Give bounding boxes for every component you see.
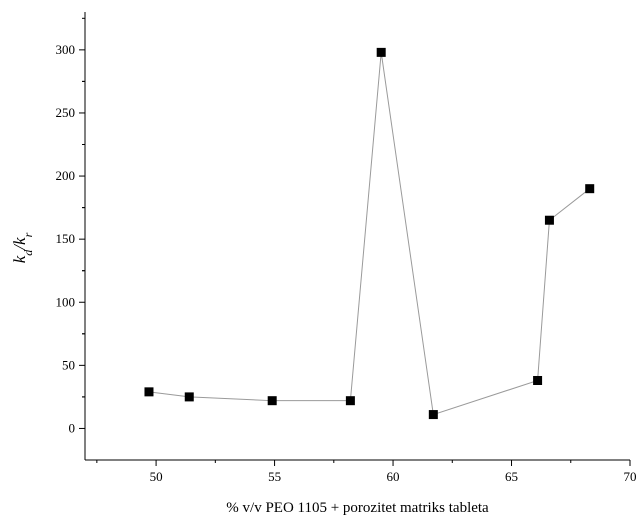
x-tick-label: 55 [268, 469, 281, 484]
series-marker-group [144, 47, 595, 420]
data-point-marker [376, 47, 386, 57]
y-tick-label: 300 [56, 42, 76, 57]
data-point-marker [184, 392, 194, 402]
y-tick-label: 250 [56, 105, 76, 120]
y-tick-label: 200 [56, 168, 76, 183]
y-axis-title: kd/kr [10, 232, 35, 263]
data-point-marker [144, 387, 154, 397]
x-tick-label: 50 [150, 469, 163, 484]
x-tick-label: 65 [505, 469, 518, 484]
y-axis-title-k1: k [10, 255, 29, 263]
data-point-marker [267, 396, 277, 406]
x-tick-label: 70 [624, 469, 637, 484]
y-axis-title-sub1: d [21, 249, 35, 256]
data-point-marker [428, 410, 438, 420]
svg-text:kd/kr: kd/kr [10, 232, 35, 263]
data-point-marker [345, 396, 355, 406]
y-axis-title-sep: / [10, 243, 29, 251]
x-axis-title: % v/v PEO 1105 + porozitet matriks table… [226, 500, 489, 516]
data-point-marker [585, 184, 595, 194]
y-tick-label: 0 [69, 420, 76, 435]
y-tick-group: 0 50 100 150 200 250 300 [56, 17, 85, 435]
data-point-marker [544, 215, 554, 225]
y-tick-label: 50 [62, 357, 75, 372]
x-tick-label: 60 [387, 469, 400, 484]
y-tick-label: 150 [56, 231, 76, 246]
data-point-marker [533, 375, 543, 385]
y-axis-title-k2: k [10, 237, 29, 245]
x-tick-group: 50 55 60 65 70 [96, 460, 637, 484]
y-tick-label: 100 [56, 294, 76, 309]
y-axis-title-sub2: r [21, 232, 35, 237]
